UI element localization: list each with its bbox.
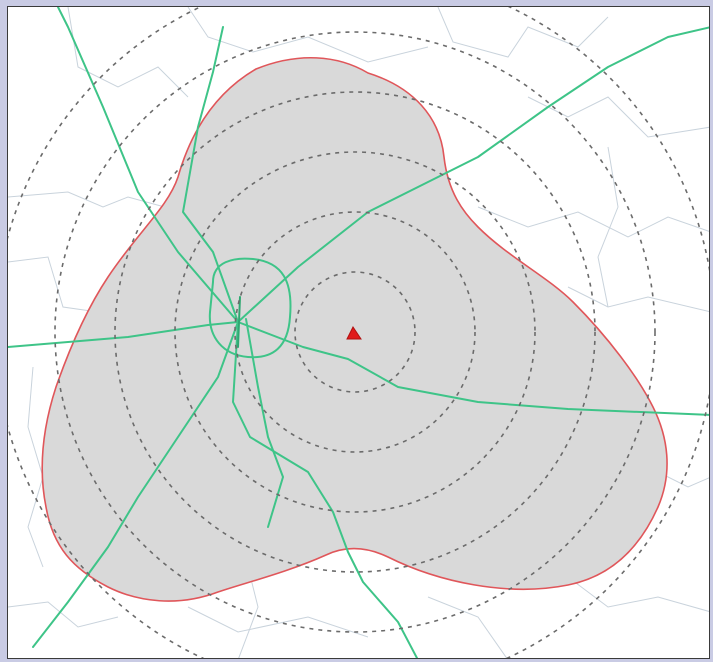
county-line xyxy=(597,146,619,308)
county-line xyxy=(187,7,429,63)
county-line xyxy=(437,7,609,58)
county-line xyxy=(27,366,44,568)
range-ring-4 xyxy=(114,91,596,573)
highway xyxy=(32,321,239,648)
map-canvas xyxy=(8,7,709,658)
beltway xyxy=(208,257,292,359)
county-line xyxy=(527,96,709,138)
highway xyxy=(245,318,284,528)
range-rings xyxy=(8,7,709,658)
highway xyxy=(232,321,419,658)
county-line xyxy=(477,206,709,238)
highway xyxy=(237,296,241,348)
county-line xyxy=(8,601,119,628)
county-line xyxy=(8,256,99,313)
highway xyxy=(57,7,239,323)
county-line xyxy=(567,286,709,313)
coverage-map[interactable] xyxy=(7,6,710,659)
county-line xyxy=(8,191,184,213)
highway xyxy=(182,26,239,323)
highways xyxy=(8,7,709,658)
range-ring-3 xyxy=(174,151,536,513)
range-ring-1 xyxy=(294,271,416,393)
red-triangle-icon[interactable] xyxy=(346,326,362,340)
range-ring-2 xyxy=(234,211,476,453)
range-ring-5 xyxy=(54,31,656,633)
county-line xyxy=(67,7,189,98)
county-line xyxy=(427,596,508,658)
county-line xyxy=(567,576,709,612)
highway xyxy=(237,26,709,323)
highway xyxy=(8,321,709,416)
county-line xyxy=(187,606,369,638)
